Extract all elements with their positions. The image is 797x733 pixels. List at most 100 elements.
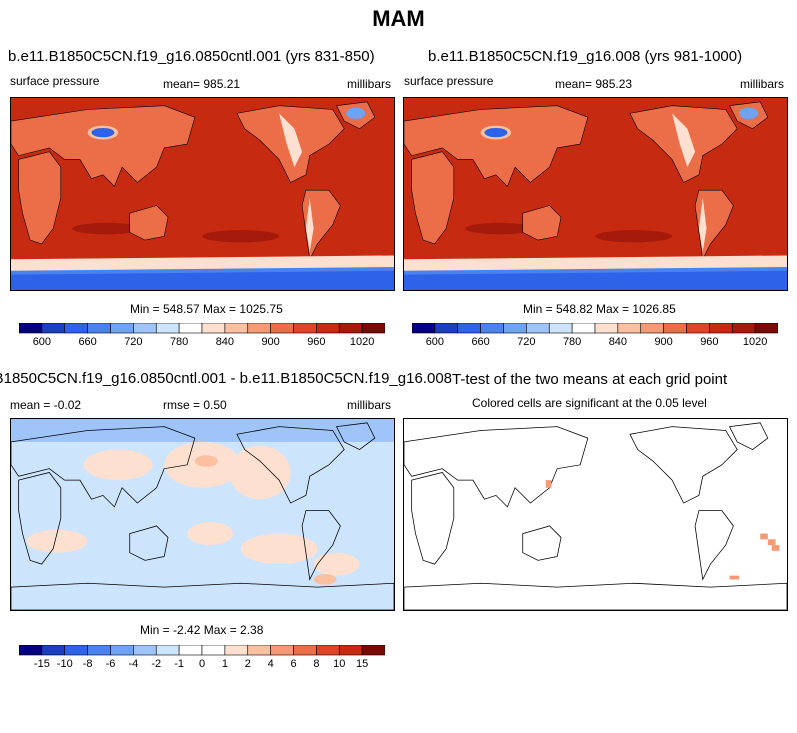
panel2-antarctic-interior [404, 270, 787, 290]
panel1-land-eurasia [11, 105, 196, 187]
panel1-colorbar-swatch [110, 323, 134, 334]
panel3-colorbar-swatch [110, 645, 134, 656]
panel1-colorbar-swatch [338, 323, 363, 334]
panel3-colorbar-tick-label: 6 [290, 658, 296, 670]
panel4-coastline-south-america [694, 510, 734, 581]
panel2-colorbar-tick-label: 600 [426, 336, 444, 348]
panel1-colorbar-tick-label: 840 [216, 336, 234, 348]
panel3-colorbar-swatch [41, 645, 66, 656]
panel3-positive-anomaly [187, 522, 234, 546]
panel3-colorbar-tick-label: -10 [57, 658, 73, 670]
panel3-map [10, 418, 395, 611]
panel3-colorbar-tick-label: 0 [199, 658, 205, 670]
panel3-mean: mean = -0.02 [10, 398, 82, 412]
panel2-land-australia [522, 205, 562, 241]
panel3-stats: Min = -2.42 Max = 2.38 [140, 623, 264, 637]
panel3-colorbar-tick-label: 15 [356, 658, 368, 670]
panel2-colorbar-swatch [412, 323, 436, 334]
panel1-colorbar-swatch [155, 323, 180, 334]
panel2-greenland-ice [739, 107, 759, 120]
panel3-coastline-greenland [335, 422, 376, 451]
panel1-colorbar-swatch [41, 323, 66, 334]
panel2-land-eurasia [404, 105, 589, 187]
panel2-colorbar-swatch [526, 323, 550, 334]
panel3-colorbar-swatch [361, 645, 385, 656]
panel2-colorbar-swatch [594, 323, 619, 334]
panel2-map [403, 97, 788, 291]
panel2-colorbar-swatch [686, 323, 710, 334]
panel1-mean: mean= 985.21 [163, 77, 241, 91]
panel1-colorbar-swatch [316, 323, 340, 334]
panel1-colorbar-swatch [247, 323, 271, 334]
panel3-colorbar-tick-label: -15 [34, 658, 50, 670]
panel2-colorbar-swatch [731, 323, 756, 334]
panel1-colorbar-swatch [224, 323, 249, 334]
panel2-colorbar-swatch [709, 323, 733, 334]
panel3-positive-anomaly [240, 533, 318, 565]
panel2-colorbar-swatch [754, 323, 778, 334]
panel2-colorbar-swatch [457, 323, 481, 334]
panel4-coastline-greenland [728, 422, 769, 451]
panel1-colorbar-swatch [64, 323, 88, 334]
panel3-colorbar-swatch [64, 645, 88, 656]
panel4-background [404, 419, 787, 610]
panel1-andes [305, 197, 314, 252]
panel3-coastline-antarctica [11, 582, 394, 610]
panel3-colorbar-tick-label: -4 [128, 658, 138, 670]
panel3-colorbar-swatch [224, 645, 249, 656]
panel3-colorbar: -15 -10 -8 -6 -4 -2 -1 0 1 2 4 6 8 10 15 [19, 645, 385, 675]
panel1-colorbar-tick-label: 660 [78, 336, 96, 348]
panel1-colorbar-tick-label: 960 [307, 336, 325, 348]
panel2-title: b.e11.B1850C5CN.f19_g16.008 (yrs 981-100… [428, 48, 743, 65]
panel3-colorbar-swatch [293, 645, 317, 656]
panel4-coastline-antarctica [404, 582, 787, 610]
panel4-coastline-north-america [629, 426, 738, 504]
panel1-units: millibars [347, 77, 392, 91]
panel3-colorbar-swatch [201, 645, 226, 656]
panel1-land-africa [18, 151, 62, 245]
panel2-coast-band [404, 255, 787, 271]
panel3-colorbar-tick-label: 2 [245, 658, 251, 670]
panel2-colorbar-swatch [434, 323, 459, 334]
panel3-colorbar-swatch [87, 645, 111, 656]
panel3-colorbar-swatch [178, 645, 203, 656]
panel3-colorbar-swatch [133, 645, 157, 656]
panel2-colorbar-swatch [548, 323, 573, 334]
panel1-colorbar-tick-label: 780 [170, 336, 188, 348]
panel1-colorbar-tick-label: 600 [33, 336, 51, 348]
panel3-rmse: rmse = 0.50 [163, 398, 227, 412]
panel3-colorbar-swatch [270, 645, 294, 656]
panel3-coastline-australia [129, 525, 169, 561]
panel1-greenland-ice [346, 107, 366, 120]
panel3-colorbar-tick-label: -6 [106, 658, 116, 670]
panel1-colorbar: 600 660 720 780 840 900 960 1020 [19, 323, 385, 353]
panel4-subtitle: Colored cells are significant at the 0.0… [472, 396, 707, 410]
panel2-high-pressure-cell [465, 222, 535, 235]
panel3-colorbar-tick-label: 8 [313, 658, 319, 670]
panel1-title: b.e11.B1850C5CN.f19_g16.0850cntl.001 (yr… [8, 48, 375, 65]
panel3-colorbar-tick-label: -8 [83, 658, 93, 670]
panel3-positive-anomaly [26, 529, 88, 553]
panel2-colorbar-swatch [617, 323, 642, 334]
panel3-arctic-anomaly [11, 419, 394, 442]
panel3-colorbar-tick-label: 1 [222, 658, 228, 670]
panel2-left-label: surface pressure [404, 74, 494, 88]
panel3-title: b.e11.B1850C5CN.f19_g16.0850cntl.001 - b… [0, 370, 452, 387]
panel2-colorbar-swatch [663, 323, 687, 334]
panel2-colorbar-swatch [503, 323, 527, 334]
panel1-colorbar-swatch [19, 323, 43, 334]
panel4-significant-cell [767, 539, 776, 546]
panel2-colorbar-tick-label: 660 [471, 336, 489, 348]
panel1-rockies [279, 113, 303, 168]
panel3-colorbar-tick-label: -1 [174, 658, 184, 670]
panel3-positive-anomaly [229, 445, 291, 500]
panel1-colorbar-tick-label: 720 [124, 336, 142, 348]
panel2-andes [698, 197, 707, 252]
panel2-colorbar-swatch [480, 323, 504, 334]
panel3-colorbar-swatch [316, 645, 340, 656]
panel3-negative-anomaly-core [141, 422, 188, 439]
panel2-rockies [672, 113, 696, 168]
panel1-colorbar-swatch [178, 323, 203, 334]
panel1-colorbar-swatch [201, 323, 226, 334]
panel4-significant-cell [729, 575, 740, 580]
